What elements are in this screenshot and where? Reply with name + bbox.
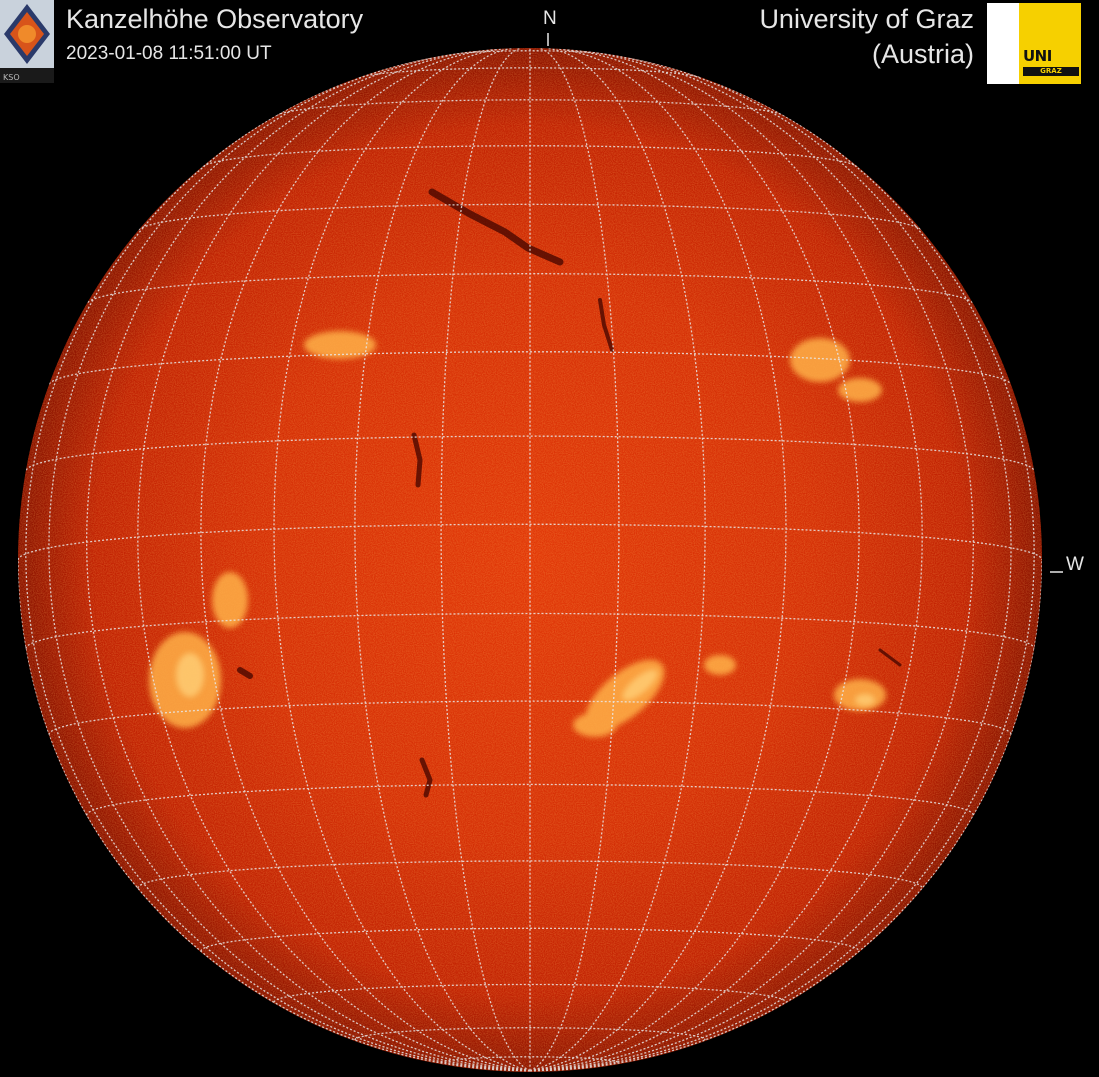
longitude-line [529, 48, 706, 1072]
longitude-line [18, 559, 531, 1072]
chromosphere-texture [18, 48, 1042, 1072]
longitude-line [529, 50, 923, 1072]
svg-text:KSO: KSO [3, 73, 20, 82]
west-label: W [1066, 554, 1084, 575]
latitude-line [138, 203, 922, 231]
plage-regions [149, 331, 886, 737]
longitude-line [529, 57, 1012, 1072]
longitude-line [529, 48, 620, 1072]
observation-timestamp: 2023-01-08 11:51:00 UT [66, 43, 272, 64]
longitude-line [137, 50, 531, 1072]
latitude-line [276, 99, 784, 116]
longitude-line [440, 48, 531, 1072]
uni-graz-logo-sub: GRAZ [1023, 67, 1079, 76]
plage-cores [176, 653, 875, 706]
observatory-name: Kanzelhöhe Observatory [66, 4, 364, 34]
longitude-line [529, 83, 1035, 1072]
latitude-line [358, 67, 702, 79]
filaments [237, 188, 902, 798]
university-name: University of Graz [759, 4, 974, 34]
longitude-line [273, 48, 531, 1072]
longitude-line [25, 83, 531, 1072]
longitude-line [529, 48, 787, 1072]
uni-graz-logo: UNI GRAZ [987, 3, 1081, 84]
longitude-line [529, 51, 975, 1072]
latitude-line [48, 351, 1012, 385]
longitude-line [48, 57, 531, 1072]
north-label: N [543, 8, 557, 29]
heliographic-grid [18, 48, 1042, 1072]
longitude-line [85, 51, 531, 1072]
solar-features [149, 188, 902, 798]
university-country: (Austria) [871, 39, 974, 69]
longitude-line [200, 48, 531, 1072]
longitude-line [529, 48, 860, 1072]
latitude-line [25, 435, 1035, 471]
longitude-line [354, 48, 531, 1072]
kso-logo: KSO [0, 0, 54, 83]
uni-graz-logo-word: UNI [1023, 47, 1052, 65]
longitude-line [529, 559, 1042, 1072]
latitude-line [273, 983, 787, 1003]
